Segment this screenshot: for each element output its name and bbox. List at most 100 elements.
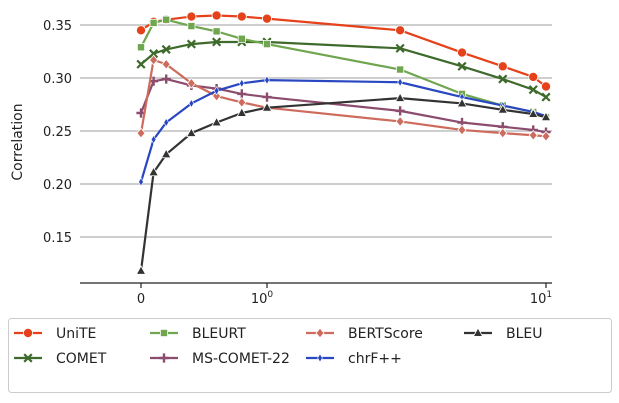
data-point-bleurt xyxy=(136,43,145,52)
y-tick-label: 0.25 xyxy=(43,125,72,140)
data-point-bertscore xyxy=(136,127,146,139)
data-point-bleu xyxy=(135,265,147,275)
legend-item-ms-comet-22: MS-COMET-22 xyxy=(150,351,290,367)
data-point-chrf- xyxy=(163,117,169,128)
data-point-unite xyxy=(528,71,539,82)
data-point-bertscore xyxy=(528,129,538,141)
data-point-bertscore xyxy=(186,77,196,89)
data-point-bleurt xyxy=(396,65,405,74)
legend-box xyxy=(8,318,612,393)
y-tick-label: 0.20 xyxy=(43,178,72,193)
data-point-bleurt xyxy=(162,15,171,24)
data-point-comet xyxy=(541,92,551,102)
legend-marker-comet xyxy=(23,353,33,363)
data-point-comet xyxy=(212,37,222,47)
y-tick-label: 0.30 xyxy=(43,72,72,87)
legend-item-unite: UniTE xyxy=(14,326,96,342)
legend-label: COMET xyxy=(56,351,107,367)
data-point-ms-comet-22 xyxy=(395,106,405,116)
data-point-chrf- xyxy=(264,75,270,85)
data-point-ms-comet-22 xyxy=(262,92,272,102)
legend-label: MS-COMET-22 xyxy=(192,351,290,367)
data-point-unite xyxy=(135,25,146,36)
legend-label: UniTE xyxy=(56,326,96,342)
data-point-bleu xyxy=(261,101,273,112)
data-point-bleurt xyxy=(262,40,271,49)
legend-label: chrF++ xyxy=(348,351,402,367)
data-point-comet xyxy=(136,59,146,69)
data-point-unite xyxy=(261,13,272,24)
legend-label: BERTScore xyxy=(348,326,423,342)
data-point-unite xyxy=(395,25,406,36)
legend-marker-unite xyxy=(22,327,33,338)
data-point-chrf- xyxy=(213,86,220,96)
legend-label: BLEU xyxy=(506,326,543,342)
x-tick-label: 0 xyxy=(137,292,145,307)
data-point-chrf- xyxy=(150,134,157,145)
data-point-bleu xyxy=(211,116,222,127)
data-point-bertscore xyxy=(395,116,405,127)
data-point-comet xyxy=(395,43,405,53)
series-line-ms-comet-22 xyxy=(139,77,547,134)
data-point-unite xyxy=(541,81,552,92)
legend-marker-bertscore xyxy=(315,327,325,339)
data-point-bertscore xyxy=(498,127,508,139)
data-point-chrf- xyxy=(138,177,144,187)
x-tick-label: 100 xyxy=(251,290,274,307)
data-point-unite xyxy=(497,61,508,72)
data-point-bleurt xyxy=(149,18,158,27)
data-point-chrf- xyxy=(397,77,403,87)
data-point-comet xyxy=(457,61,467,71)
legend-item-chrf-: chrF++ xyxy=(306,351,402,367)
x-tick-label: 101 xyxy=(530,290,552,307)
data-point-unite xyxy=(457,47,468,58)
data-point-bertscore xyxy=(541,130,551,142)
series-bertscore xyxy=(136,54,551,142)
y-tick-label: 0.35 xyxy=(43,19,72,34)
legend-item-bleu: BLEU xyxy=(464,326,543,342)
data-point-bertscore xyxy=(212,90,222,102)
data-point-chrf- xyxy=(239,78,245,88)
data-point-unite xyxy=(211,10,222,21)
data-point-bleu xyxy=(540,111,552,122)
data-point-comet xyxy=(149,49,159,59)
data-point-bleu xyxy=(497,103,509,114)
data-point-bertscore xyxy=(149,54,159,66)
legend-label: BLEURT xyxy=(192,326,246,342)
data-point-chrf- xyxy=(188,98,195,109)
series-comet xyxy=(136,37,551,102)
series-unite xyxy=(135,10,552,92)
legend-marker-chrf- xyxy=(317,353,323,363)
data-point-bertscore xyxy=(161,58,171,70)
series-line-unite xyxy=(140,14,547,88)
y-tick-label: 0.15 xyxy=(43,231,72,246)
data-point-ms-comet-22 xyxy=(161,74,171,84)
data-point-unite xyxy=(186,11,197,22)
data-point-comet xyxy=(528,85,538,95)
data-point-bleu xyxy=(148,166,159,177)
legend-marker-ms-comet-22 xyxy=(159,353,169,363)
data-point-comet xyxy=(186,39,196,49)
data-point-bleu xyxy=(394,92,406,102)
data-point-bleurt xyxy=(212,27,221,36)
legend-item-bertscore: BERTScore xyxy=(306,326,423,342)
data-point-comet xyxy=(498,74,508,84)
legend-item-comet: COMET xyxy=(14,351,107,367)
y-axis-label: Correlation xyxy=(10,103,26,180)
series-bleu xyxy=(135,92,552,275)
data-point-bleu xyxy=(160,148,172,159)
data-point-bleu xyxy=(527,108,539,118)
data-point-bleurt xyxy=(187,22,196,31)
data-point-bleurt xyxy=(237,34,246,43)
data-point-bertscore xyxy=(237,96,247,108)
series-line-chrf- xyxy=(139,79,547,183)
legend-marker-bleu xyxy=(472,327,484,337)
series-ms-comet-22 xyxy=(136,74,551,137)
legend-item-bleurt: BLEURT xyxy=(150,326,246,342)
data-point-unite xyxy=(236,11,247,22)
data-point-bleu xyxy=(186,127,197,137)
data-point-comet xyxy=(161,44,171,54)
data-point-bleu xyxy=(456,97,468,108)
legend-marker-bleurt xyxy=(159,328,168,337)
